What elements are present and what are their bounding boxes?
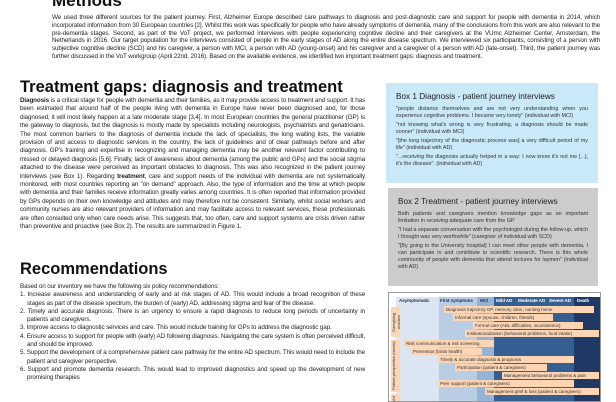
stage-death: Death — [577, 298, 590, 303]
stage-mci: MCI — [480, 298, 489, 303]
treatment-text: , care and support needs of the individu… — [20, 172, 365, 231]
recommendation-item: 5. Support the development of a comprehe… — [20, 349, 365, 365]
box-2-treatment: Box 2 Treatment - patient journey interv… — [388, 188, 598, 286]
box-2-quote: "I had a separate conversation with the … — [398, 227, 588, 240]
bar-informal-care: Informal care (spouse, children, friends… — [453, 314, 553, 321]
bar-management-grief: Management grief & loss (patient & careg… — [485, 388, 599, 395]
box-1-quote: "...receiving the diagnosis actually hel… — [396, 154, 588, 167]
bar-diagnosis-trajectory: Diagnosis trajectory GP, memory clinic, … — [444, 306, 594, 313]
recommendation-item: 1. Increase awareness and understanding … — [20, 291, 365, 307]
treatment-gaps-paragraph: Diagnosis is a critical stage for people… — [20, 97, 365, 232]
bar-management-behavioral: Management behavioral problems & pain — [502, 372, 599, 379]
methods-paragraph: We used three different sources for the … — [52, 14, 600, 60]
side-label-caregiving: Caregiving practice — [391, 307, 400, 337]
box-1-diagnosis: Box 1 Diagnosis - patient journey interv… — [386, 83, 598, 183]
box-1-title: Box 1 Diagnosis - patient journey interv… — [396, 92, 555, 101]
recommendation-item: 3. Improve access to diagnostic services… — [20, 324, 332, 332]
recommendations-heading: Recommendations — [20, 260, 168, 278]
diagnosis-text: is a critical stage for people with deme… — [20, 97, 365, 180]
bar-timely-diagnosis: Timely & accurate diagnosis & prognosis — [438, 356, 574, 363]
stage-asymptomatic: Asymptomatic — [399, 298, 430, 303]
side-label-patient-perspective: Patient perspective (needs) — [391, 340, 400, 392]
bar-participation: Participation (patient & caregivers) — [455, 364, 547, 371]
box-2-title: Box 2 Treatment - patient journey interv… — [398, 197, 558, 206]
stage-severe-ad: Severe AD — [549, 298, 571, 303]
stage-mild-ad: Mild AD — [496, 298, 513, 303]
stage-band-death — [574, 297, 600, 401]
methods-heading: Methods — [52, 0, 122, 10]
treatment-lead: treatment — [117, 172, 145, 180]
figure-1-patient-journey: Asymptomatic First symptoms MCI Mild AD … — [388, 292, 601, 402]
recommendation-item: 6. Support and promote dementia research… — [20, 365, 365, 382]
box-1-quote: "[the long trajectory of the diagnostic … — [396, 138, 588, 151]
recommendations-list: 1. Increase awareness and understanding … — [20, 291, 365, 382]
treatment-gaps-heading: Treatment gaps: diagnosis and treatment — [20, 78, 343, 96]
box-2-quote: Both patients and caregivers mention kno… — [398, 211, 588, 224]
recommendation-item: 4. Ensure access to support for people w… — [20, 332, 365, 349]
box-1-quote: "people distance themselves and are not … — [396, 106, 588, 119]
recommendations-section: Based on our inventory we have the follo… — [20, 283, 365, 383]
bar-peer-support: Peer support (patient & caregivers) — [438, 380, 574, 387]
recommendation-item: 2. Timely and accurate diagnosis. There … — [20, 307, 365, 324]
bar-formal-care: Formal care (ADL difficulties, incontine… — [473, 322, 583, 329]
box-2-quote: "[By going to the University hospital] I… — [398, 243, 588, 270]
stage-first-symptoms: First symptoms — [440, 298, 473, 303]
bar-institutionalization: Institutionalization (behavioral problem… — [465, 330, 599, 337]
bar-prevention: Prevention (brain health) — [411, 348, 482, 355]
bar-risk-communication: Risk communication & risk screening — [404, 340, 494, 347]
recommendations-intro: Based on our inventory we have the follo… — [20, 283, 219, 290]
side-label-other: Ad — [391, 394, 400, 401]
box-1-quote: "not knowing what's wrong is very frustr… — [396, 122, 588, 135]
stage-moderate-ad: Moderate AD — [518, 298, 546, 303]
diagnosis-lead: Diagnosis — [20, 97, 50, 104]
